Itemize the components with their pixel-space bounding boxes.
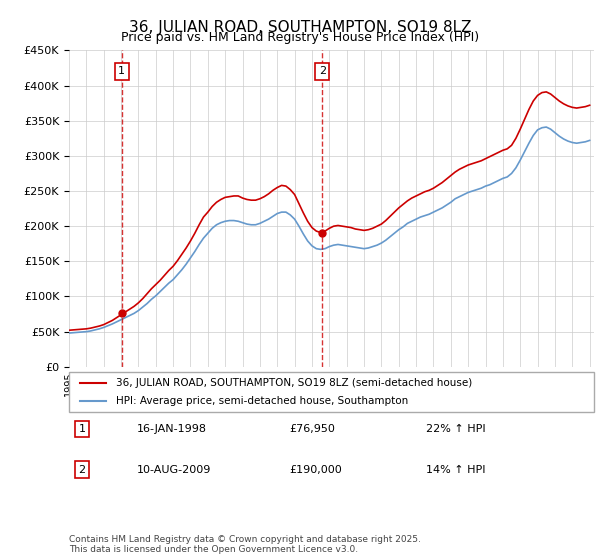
Text: HPI: Average price, semi-detached house, Southampton: HPI: Average price, semi-detached house,… — [116, 395, 409, 405]
FancyBboxPatch shape — [69, 372, 594, 412]
Text: £190,000: £190,000 — [290, 465, 342, 475]
Text: £76,950: £76,950 — [290, 424, 335, 434]
Text: 36, JULIAN ROAD, SOUTHAMPTON, SO19 8LZ: 36, JULIAN ROAD, SOUTHAMPTON, SO19 8LZ — [129, 20, 471, 35]
Text: 2: 2 — [319, 67, 326, 77]
Text: 22% ↑ HPI: 22% ↑ HPI — [426, 424, 485, 434]
Text: 1: 1 — [79, 424, 86, 434]
Text: 36, JULIAN ROAD, SOUTHAMPTON, SO19 8LZ (semi-detached house): 36, JULIAN ROAD, SOUTHAMPTON, SO19 8LZ (… — [116, 379, 473, 389]
Text: 16-JAN-1998: 16-JAN-1998 — [137, 424, 207, 434]
Text: Price paid vs. HM Land Registry's House Price Index (HPI): Price paid vs. HM Land Registry's House … — [121, 31, 479, 44]
Text: 14% ↑ HPI: 14% ↑ HPI — [426, 465, 485, 475]
Text: 2: 2 — [79, 465, 86, 475]
Text: Contains HM Land Registry data © Crown copyright and database right 2025.
This d: Contains HM Land Registry data © Crown c… — [69, 535, 421, 554]
Text: 1: 1 — [118, 67, 125, 77]
Text: 10-AUG-2009: 10-AUG-2009 — [137, 465, 212, 475]
